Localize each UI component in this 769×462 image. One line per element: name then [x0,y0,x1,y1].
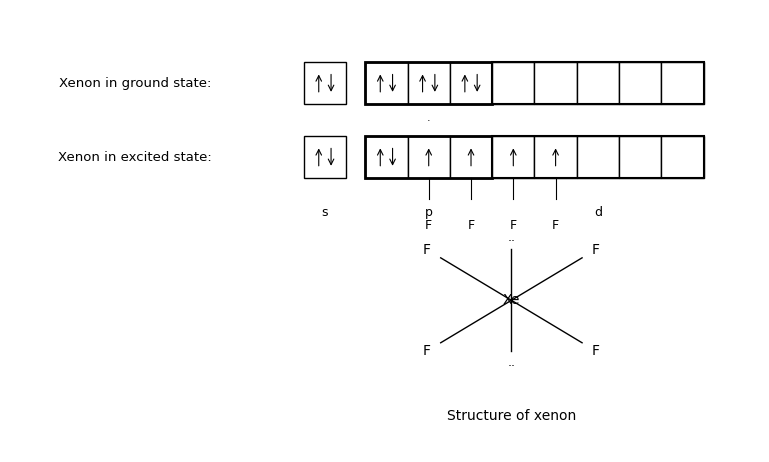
Text: F: F [425,219,432,232]
FancyBboxPatch shape [408,136,450,178]
FancyBboxPatch shape [619,62,661,104]
FancyBboxPatch shape [450,136,492,178]
FancyBboxPatch shape [577,136,619,178]
Text: F: F [423,344,431,358]
Text: ..: .. [508,231,515,244]
FancyBboxPatch shape [661,136,704,178]
Text: F: F [468,219,474,232]
FancyBboxPatch shape [534,136,577,178]
Text: p: p [424,206,433,219]
FancyBboxPatch shape [365,62,408,104]
FancyBboxPatch shape [577,62,619,104]
FancyBboxPatch shape [619,136,661,178]
Text: F: F [591,243,600,257]
Text: F: F [591,344,600,358]
Text: Structure of xenon: Structure of xenon [447,409,576,423]
FancyBboxPatch shape [450,62,492,104]
FancyBboxPatch shape [365,136,408,178]
Text: F: F [423,243,431,257]
Text: d: d [594,206,602,219]
Text: s: s [321,206,328,219]
Text: Xe: Xe [503,293,520,307]
Text: Xenon in ground state:: Xenon in ground state: [59,77,211,90]
FancyBboxPatch shape [304,136,346,178]
FancyBboxPatch shape [492,136,534,178]
FancyBboxPatch shape [304,62,346,104]
Text: Xenon in excited state:: Xenon in excited state: [58,151,211,164]
Text: F: F [510,219,517,232]
FancyBboxPatch shape [661,62,704,104]
Text: F: F [552,219,559,232]
Text: ..: .. [508,356,515,370]
FancyBboxPatch shape [534,62,577,104]
FancyBboxPatch shape [408,62,450,104]
FancyBboxPatch shape [492,62,534,104]
Text: .: . [427,113,431,123]
